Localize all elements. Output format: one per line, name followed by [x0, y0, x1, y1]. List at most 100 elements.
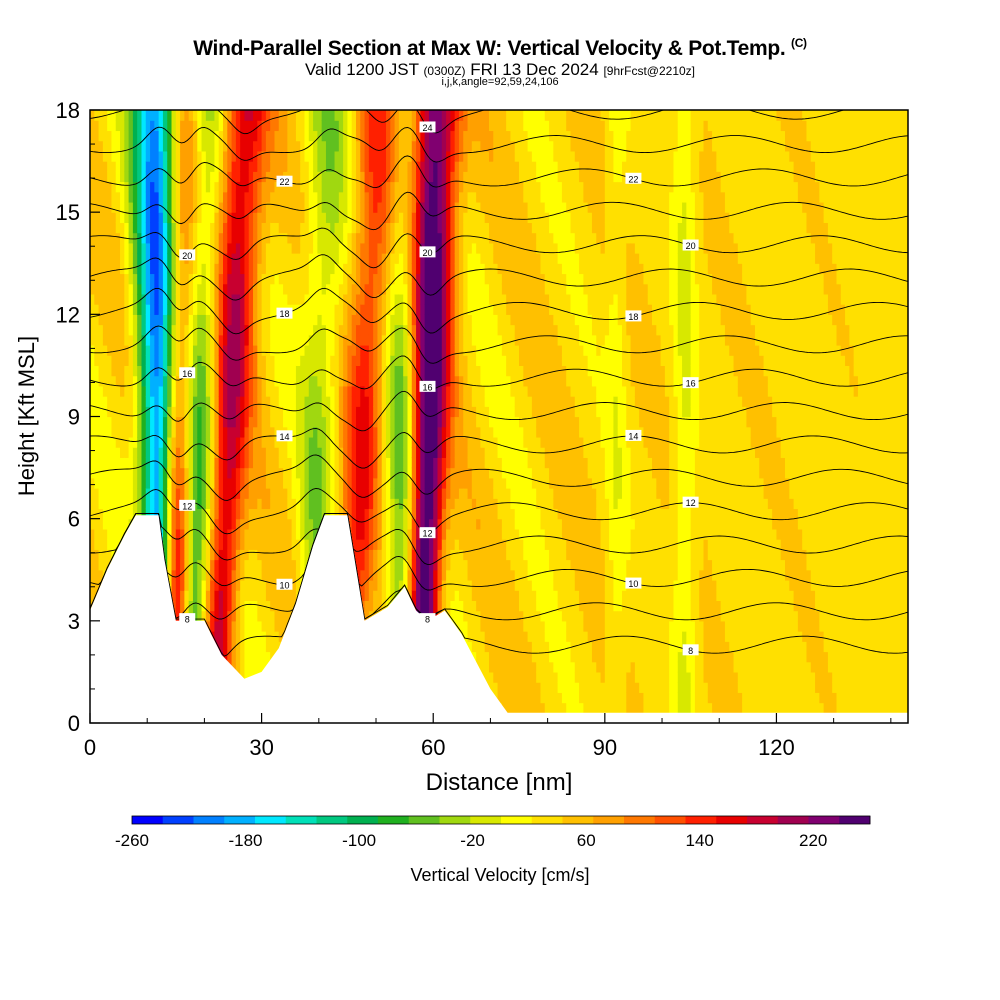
velocity-cell — [98, 488, 104, 499]
velocity-cell — [158, 498, 164, 510]
velocity-cell — [240, 181, 246, 193]
velocity-cell — [227, 171, 233, 183]
velocity-cell — [283, 488, 288, 499]
velocity-cell — [158, 120, 164, 132]
velocity-cell — [347, 375, 353, 387]
velocity-cell — [381, 579, 387, 591]
chart-title: Wind-Parallel Section at Max W: Vertical… — [193, 36, 807, 60]
velocity-cell — [300, 263, 306, 275]
velocity-cell — [197, 498, 203, 510]
velocity-cell — [270, 171, 276, 183]
velocity-cell — [420, 181, 426, 193]
velocity-cell — [321, 263, 327, 275]
velocity-cell — [244, 528, 250, 540]
velocity-cell — [218, 120, 224, 132]
velocity-cell — [278, 324, 284, 336]
velocity-cell — [304, 283, 310, 295]
velocity-cell — [295, 406, 301, 418]
velocity-cell — [227, 590, 233, 601]
velocity-cell — [355, 528, 361, 540]
velocity-cell — [150, 171, 155, 183]
velocity-cell — [180, 590, 185, 601]
velocity-cell — [162, 488, 168, 499]
velocity-cell — [192, 171, 198, 183]
velocity-cell — [201, 467, 207, 479]
velocity-cell — [261, 365, 267, 377]
velocity-cell — [291, 293, 297, 305]
velocity-cell — [287, 375, 293, 387]
velocity-cell — [227, 344, 233, 356]
velocity-cell — [441, 161, 447, 172]
velocity-cell — [210, 140, 216, 152]
velocity-cell — [214, 314, 220, 326]
velocity-cell — [338, 477, 344, 489]
velocity-cell — [274, 283, 280, 295]
velocity-cell — [351, 539, 357, 550]
velocity-cell — [313, 314, 318, 326]
velocity-cell — [411, 488, 417, 499]
velocity-cell — [321, 457, 327, 469]
velocity-cell — [201, 549, 207, 561]
velocity-cell — [265, 620, 271, 632]
velocity-cell — [428, 467, 434, 479]
velocity-cell — [351, 273, 357, 285]
velocity-cell — [355, 304, 361, 315]
velocity-cell — [407, 416, 413, 428]
velocity-cell — [381, 304, 387, 315]
velocity-cell — [325, 406, 331, 418]
velocity-cell — [283, 283, 288, 295]
velocity-cell — [107, 518, 113, 530]
velocity-cell — [253, 171, 258, 183]
velocity-cell — [197, 120, 203, 132]
velocity-cell — [137, 447, 143, 458]
velocity-cell — [394, 488, 400, 499]
velocity-cell — [218, 263, 224, 275]
velocity-cell — [317, 467, 323, 479]
velocity-cell — [441, 559, 447, 571]
velocity-cell — [274, 365, 280, 377]
velocity-cell — [244, 671, 250, 683]
velocity-cell — [231, 498, 237, 510]
velocity-cell — [240, 477, 246, 489]
velocity-cell — [295, 110, 301, 121]
velocity-cell — [308, 181, 314, 193]
velocity-cell — [98, 344, 104, 356]
velocity-cell — [321, 426, 327, 438]
velocity-cell — [201, 344, 207, 356]
velocity-cell — [265, 518, 271, 530]
velocity-cell — [398, 191, 404, 203]
velocity-cell — [184, 191, 190, 203]
velocity-cell — [141, 222, 147, 234]
velocity-cell — [364, 253, 370, 264]
velocity-cell — [390, 253, 396, 264]
velocity-cell — [377, 528, 383, 540]
velocity-cell — [115, 201, 121, 213]
velocity-cell — [201, 293, 207, 305]
velocity-cell — [180, 273, 185, 285]
velocity-cell — [210, 436, 216, 448]
velocity-cell — [145, 355, 151, 367]
velocity-cell — [295, 447, 301, 458]
velocity-cell — [154, 242, 160, 254]
velocity-cell — [300, 232, 306, 244]
velocity-cell — [145, 263, 151, 275]
velocity-cell — [338, 406, 344, 418]
velocity-cell — [257, 344, 263, 356]
velocity-cell — [137, 110, 143, 121]
velocity-cell — [231, 600, 237, 612]
velocity-cell — [214, 375, 220, 387]
velocity-cell — [437, 344, 443, 356]
velocity-cell — [330, 263, 336, 275]
velocity-cell — [107, 426, 113, 438]
velocity-cell — [231, 201, 237, 213]
velocity-cell — [368, 539, 374, 550]
velocity-cell — [218, 304, 224, 315]
velocity-cell — [227, 201, 233, 213]
velocity-cell — [343, 447, 349, 458]
velocity-cell — [175, 385, 181, 397]
velocity-cell — [287, 293, 293, 305]
velocity-cell — [390, 549, 396, 561]
velocity-cell — [107, 457, 113, 469]
velocity-cell — [107, 406, 113, 418]
velocity-cell — [377, 488, 383, 499]
